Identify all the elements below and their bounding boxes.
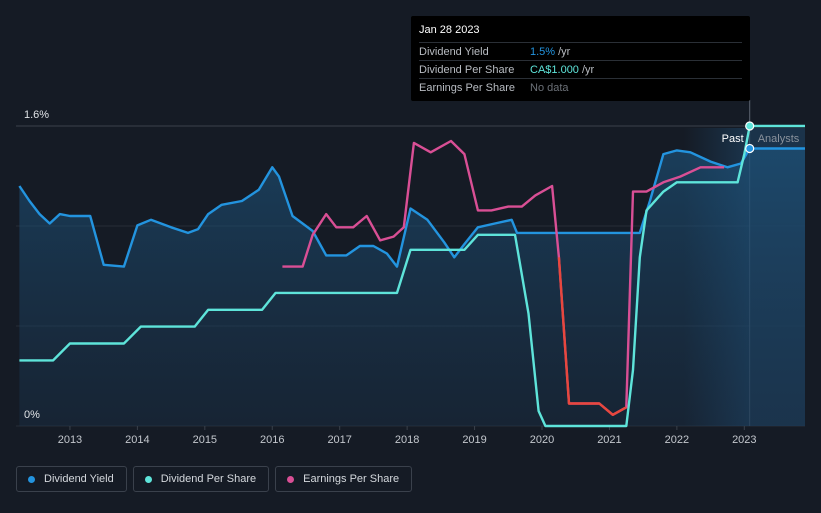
tooltip-value: No data [530, 81, 569, 94]
legend-label: Earnings Per Share [303, 473, 400, 485]
dividend-per-share-marker [745, 121, 755, 131]
y-axis-bottom-label: 0% [24, 409, 40, 421]
tooltip-row-dividend-per-share: Dividend Per Share CA$1.000 /yr [419, 60, 742, 78]
tooltip-row-dividend-yield: Dividend Yield 1.5% /yr [419, 42, 742, 60]
x-tick-label: 2014 [125, 434, 149, 446]
label-layer: 1.6% 0% 2013 2014 2015 2016 2017 2018 2019 2020 20… [24, 109, 800, 446]
analysts-label: Analysts [758, 133, 800, 145]
legend-label: Dividend Per Share [160, 473, 257, 485]
legend-label: Dividend Yield [44, 473, 114, 485]
tooltip-label: Dividend Yield [419, 45, 489, 58]
x-tick-label: 2015 [193, 434, 217, 446]
series-line-earnings_per_share [282, 139, 725, 416]
x-tick-label: 2013 [58, 434, 82, 446]
tooltip-value: 1.5% [530, 45, 556, 58]
x-tick-label: 2020 [530, 434, 554, 446]
series-area-dividend_yield [19, 148, 805, 426]
x-tick-label: 2023 [732, 434, 756, 446]
tooltip-unit: /yr [581, 63, 595, 76]
tooltip-row-earnings-per-share: Earnings Per Share No data [419, 78, 742, 96]
legend-item-dividend-yield[interactable]: Dividend Yield [16, 466, 127, 492]
tooltip-unit: /yr [558, 45, 571, 58]
tooltip-date: Jan 28 2023 [419, 24, 480, 36]
x-tick-label: 2022 [665, 434, 689, 446]
legend-dot-icon [28, 475, 35, 483]
legend-dot-icon [287, 475, 295, 483]
line-layer [18, 121, 805, 428]
legend-item-dividend-per-share[interactable]: Dividend Per Share [132, 466, 270, 492]
x-tick-label: 2021 [597, 434, 621, 446]
tooltip-label: Dividend Per Share [419, 63, 515, 76]
x-tick-label: 2017 [327, 434, 351, 446]
chart-legend: Dividend Yield Dividend Per Share Earnin… [16, 466, 413, 494]
x-tick-label: 2016 [260, 434, 284, 446]
series-line-earnings-negative-segment [557, 257, 627, 416]
past-label: Past [722, 133, 744, 145]
series-line-dividend_per_share [19, 124, 805, 428]
tooltip-value: CA$1.000 [530, 63, 579, 76]
legend-item-earnings-per-share[interactable]: Earnings Per Share [275, 466, 413, 492]
series-line-dividend_yield [18, 147, 805, 268]
y-axis-top-label: 1.6% [24, 109, 49, 121]
legend-dot-icon [144, 475, 152, 483]
x-tick-label: 2019 [462, 434, 486, 446]
x-tick-label: 2018 [395, 434, 419, 446]
hover-tooltip: Jan 28 2023 Dividend Yield 1.5% /yr Divi… [411, 16, 750, 101]
dividend-yield-marker [745, 143, 755, 154]
tooltip-label: Earnings Per Share [419, 81, 515, 94]
